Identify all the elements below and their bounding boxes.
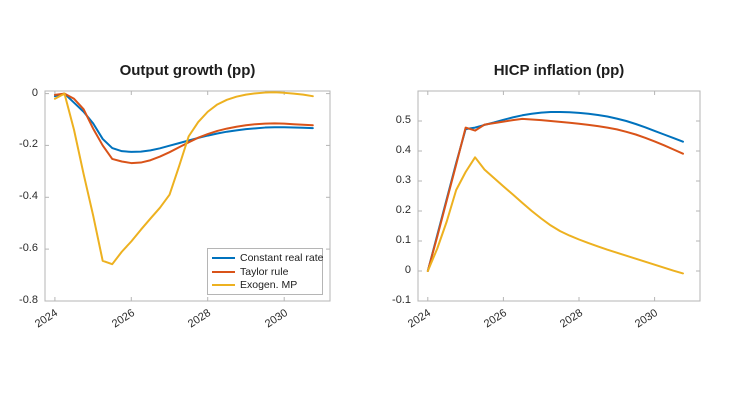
series-line-constant-real-rate	[426, 111, 684, 272]
y-tick-label: 0.2	[395, 204, 411, 216]
legend-line-sample-blue	[212, 257, 235, 259]
legend: Constant real rate Taylor rule Exogen. M…	[207, 248, 323, 295]
legend-label: Taylor rule	[240, 265, 289, 278]
legend-item: Exogen. MP	[212, 279, 318, 292]
right-chart-title: HICP inflation (pp)	[493, 62, 625, 79]
legend-line-sample-red	[212, 270, 235, 273]
series-line-exogen-mp	[53, 91, 314, 266]
y-tick-label: 0	[404, 264, 411, 276]
series-line-constant-real-rate	[53, 92, 314, 153]
y-tick-label: -0.6	[19, 242, 38, 255]
legend-line-sample-yellow	[212, 284, 235, 286]
legend-label: Exogen. MP	[240, 279, 298, 291]
y-tick-label: 0.5	[395, 114, 411, 126]
legend-item: Constant real rate	[212, 252, 323, 265]
y-tick-label: 0	[31, 86, 38, 99]
axes-box	[44, 90, 331, 302]
series-line-exogen-mp	[426, 156, 684, 275]
y-tick-label: -0.8	[19, 294, 38, 306]
series-line-taylor-rule	[53, 92, 314, 165]
y-tick-label: -0.2	[19, 138, 38, 151]
y-tick-label: -0.1	[392, 294, 411, 306]
y-tick-label: 0.4	[395, 144, 411, 156]
axes-box	[417, 90, 701, 302]
legend-item: Taylor rule	[212, 265, 318, 278]
series-line-taylor-rule	[426, 117, 684, 272]
y-tick-label: 0.1	[395, 234, 411, 246]
left-chart-title: Output growth (pp)	[119, 62, 256, 79]
y-tick-label: 0.3	[395, 174, 411, 186]
legend-label: Constant real rate	[240, 252, 324, 264]
y-tick-label: -0.4	[19, 190, 38, 203]
